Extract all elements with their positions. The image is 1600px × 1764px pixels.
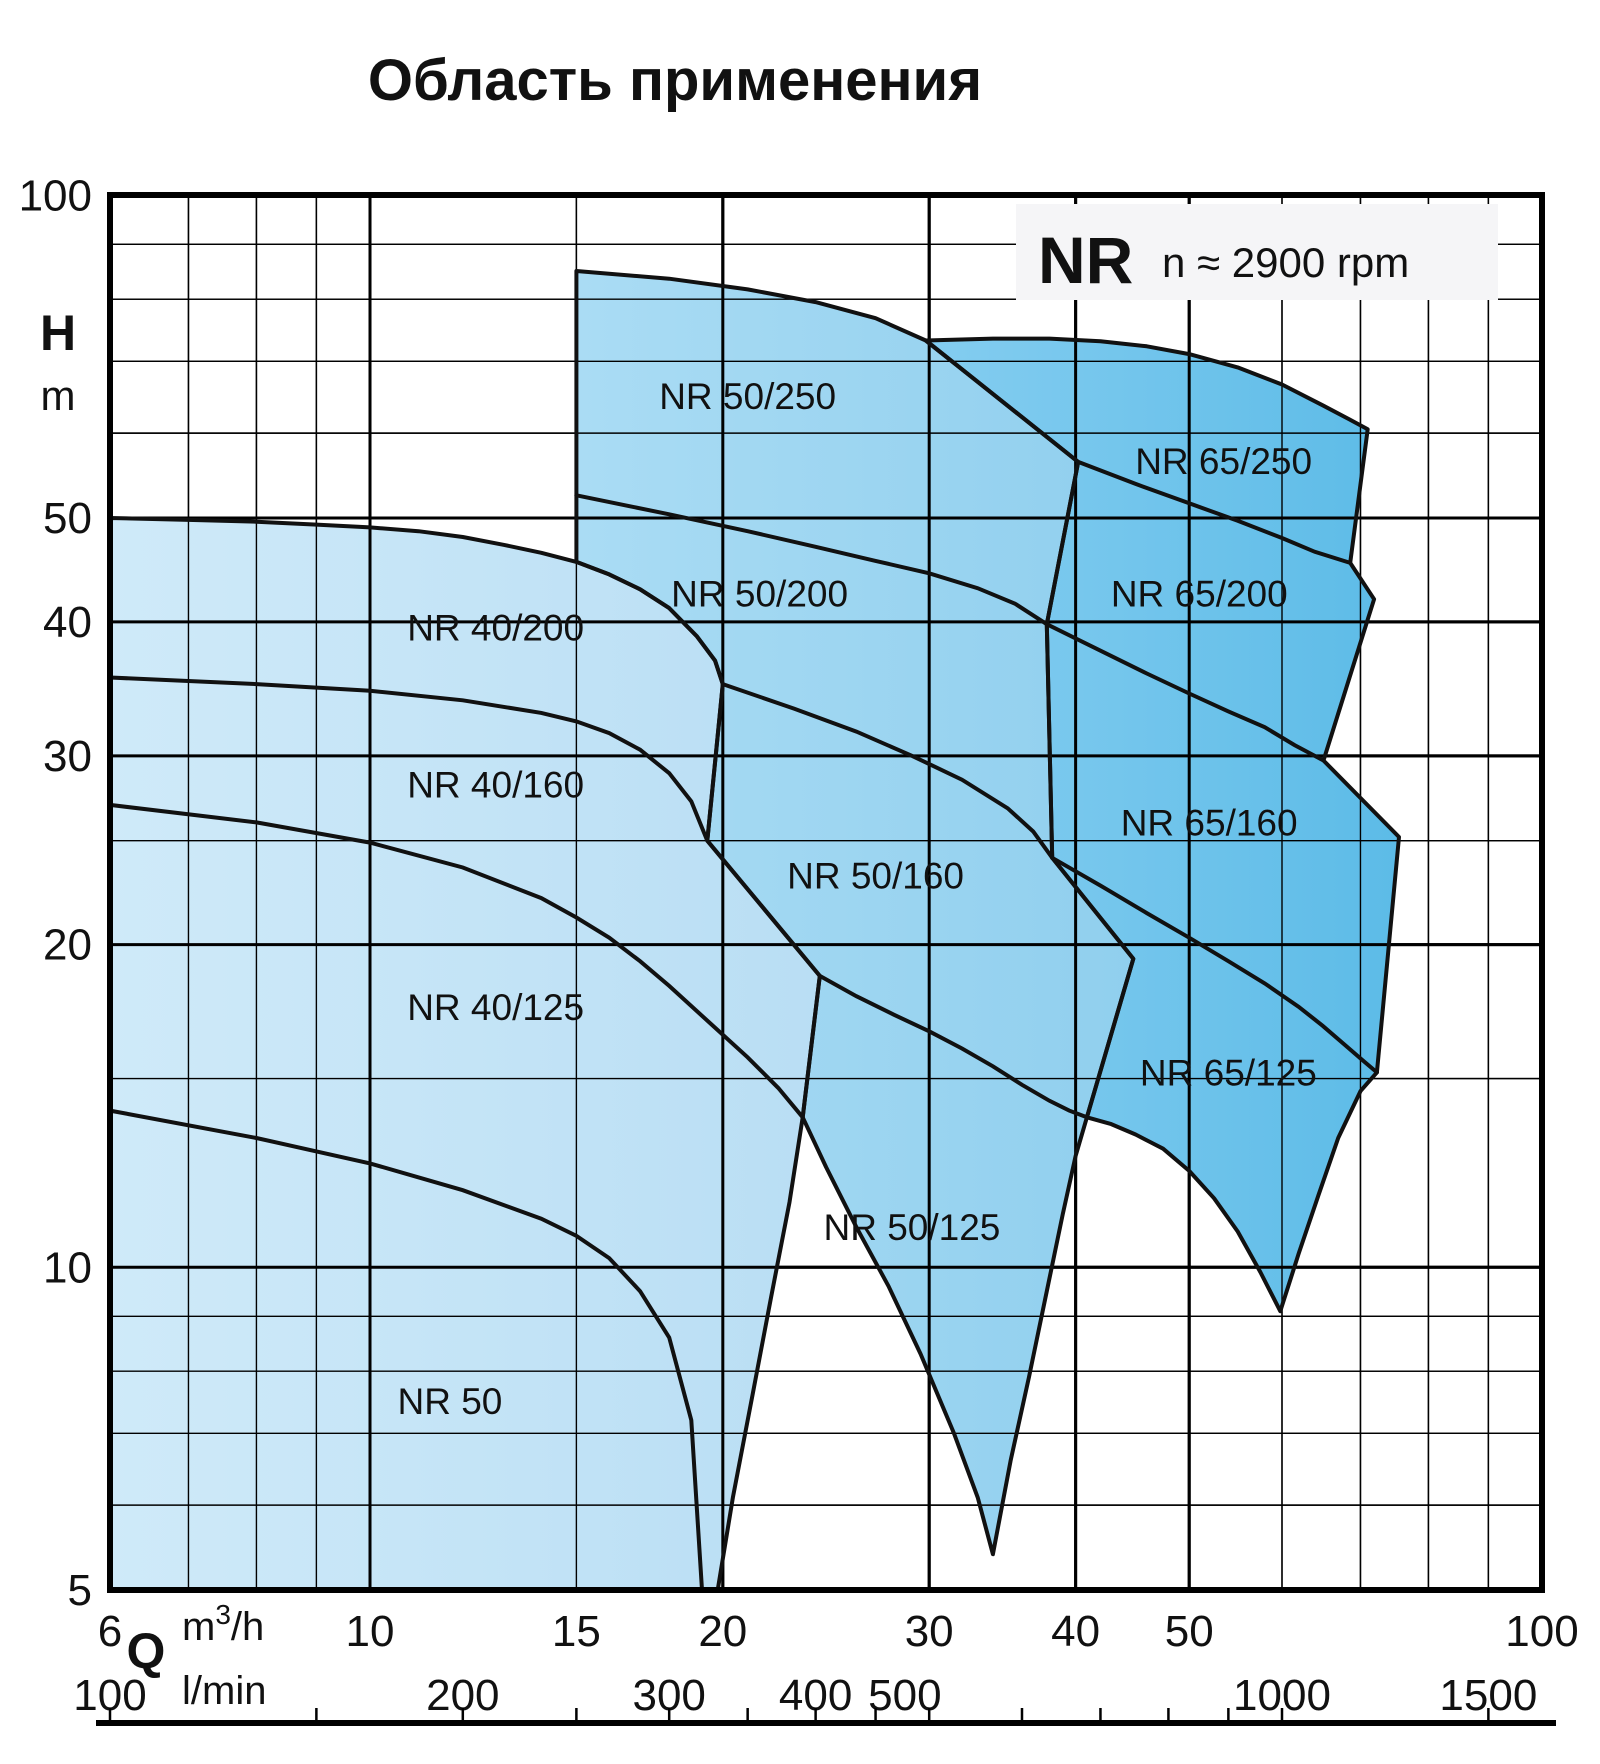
x-tick-m3h-10: 10 — [346, 1607, 395, 1656]
divider-nr50-125-top — [817, 973, 1089, 1120]
divider-nr50-160-top — [720, 682, 1055, 860]
y-tick-label-100: 100 — [19, 171, 92, 220]
x-tick-m3h-15: 15 — [552, 1607, 601, 1656]
y-axis-labels: H m 100 50 40 30 20 10 5 — [19, 171, 92, 1615]
pump-regions-layer — [110, 271, 1399, 1590]
divider-nr40-160-top — [108, 675, 710, 843]
y-axis-symbol: H — [40, 305, 76, 361]
legend-rpm-note: n ≈ 2900 rpm — [1162, 239, 1409, 286]
x-tick-m3h-40: 40 — [1051, 1607, 1100, 1656]
x-tick-m3h-20: 20 — [698, 1607, 747, 1656]
x-tick-m3h-6: 6 — [98, 1607, 122, 1656]
x-tick-m3h-50: 50 — [1165, 1607, 1214, 1656]
x-tick-m3h-30: 30 — [905, 1607, 954, 1656]
x-tick-m3h-100: 100 — [1505, 1607, 1578, 1656]
region-label-nr-65-250: NR 65/250 — [1135, 441, 1312, 482]
region-nr40 — [110, 518, 820, 1590]
region-label-nr-50-160: NR 50/160 — [787, 855, 964, 896]
divider-nr50-200-top — [574, 493, 1049, 627]
y-tick-label-50: 50 — [43, 494, 92, 543]
y-tick-label-20: 20 — [43, 921, 92, 970]
divider-nr65-125-top — [1050, 855, 1379, 1075]
y-axis-unit: m — [41, 372, 76, 419]
region-label-nr-65-200: NR 65/200 — [1111, 574, 1288, 615]
divider-nr40-125-top — [108, 802, 805, 1120]
legend-background — [1016, 204, 1498, 300]
region-label-nr-40-160: NR 40/160 — [407, 765, 584, 806]
x-axis-symbol: Q — [127, 1623, 166, 1679]
region-nr65 — [925, 338, 1399, 1312]
legend-box: NR n ≈ 2900 rpm — [1016, 204, 1498, 300]
region-nr50 — [576, 271, 1134, 1555]
region-label-nr-50-200: NR 50/200 — [671, 574, 848, 615]
y-tick-label-40: 40 — [43, 598, 92, 647]
region-outline-nr65 — [923, 336, 1401, 1314]
divider-nr65-160-top — [1044, 622, 1326, 763]
region-borders-layer: NR 50/250 NR 65/250 NR 50/200 NR 65/200 NR 4… — [108, 269, 1401, 1592]
grid-overlay-layer — [110, 195, 1542, 1590]
region-label-nr-65-125: NR 65/125 — [1140, 1052, 1317, 1093]
region-label-nr-40-200: NR 40/200 — [407, 608, 584, 649]
legend-series-label: NR — [1038, 223, 1133, 297]
x-axis-unit-lmin: l/min — [182, 1669, 266, 1713]
lmin-ruler — [96, 1708, 1556, 1726]
divider-nr40-125-bottom — [108, 1108, 704, 1592]
x-axis-unit-m3h: m3/h — [182, 1599, 264, 1649]
y-tick-label-30: 30 — [43, 732, 92, 781]
y-tick-label-5: 5 — [68, 1566, 92, 1615]
plot-frame — [107, 192, 1545, 1593]
chart-title: Область применения — [368, 48, 982, 113]
region-label-nr-50-250: NR 50/250 — [659, 376, 836, 417]
region-label-nr-50: NR 50 — [397, 1381, 502, 1422]
x-tick-lmin-500: 500 — [868, 1671, 941, 1720]
region-label-nr-65-160: NR 65/160 — [1121, 802, 1298, 843]
region-label-nr-50-125: NR 50/125 — [823, 1207, 1000, 1248]
region-label-nr-40-125: NR 40/125 — [407, 987, 584, 1028]
y-tick-label-10: 10 — [43, 1243, 92, 1292]
divider-nr65-200-top — [1076, 459, 1353, 565]
